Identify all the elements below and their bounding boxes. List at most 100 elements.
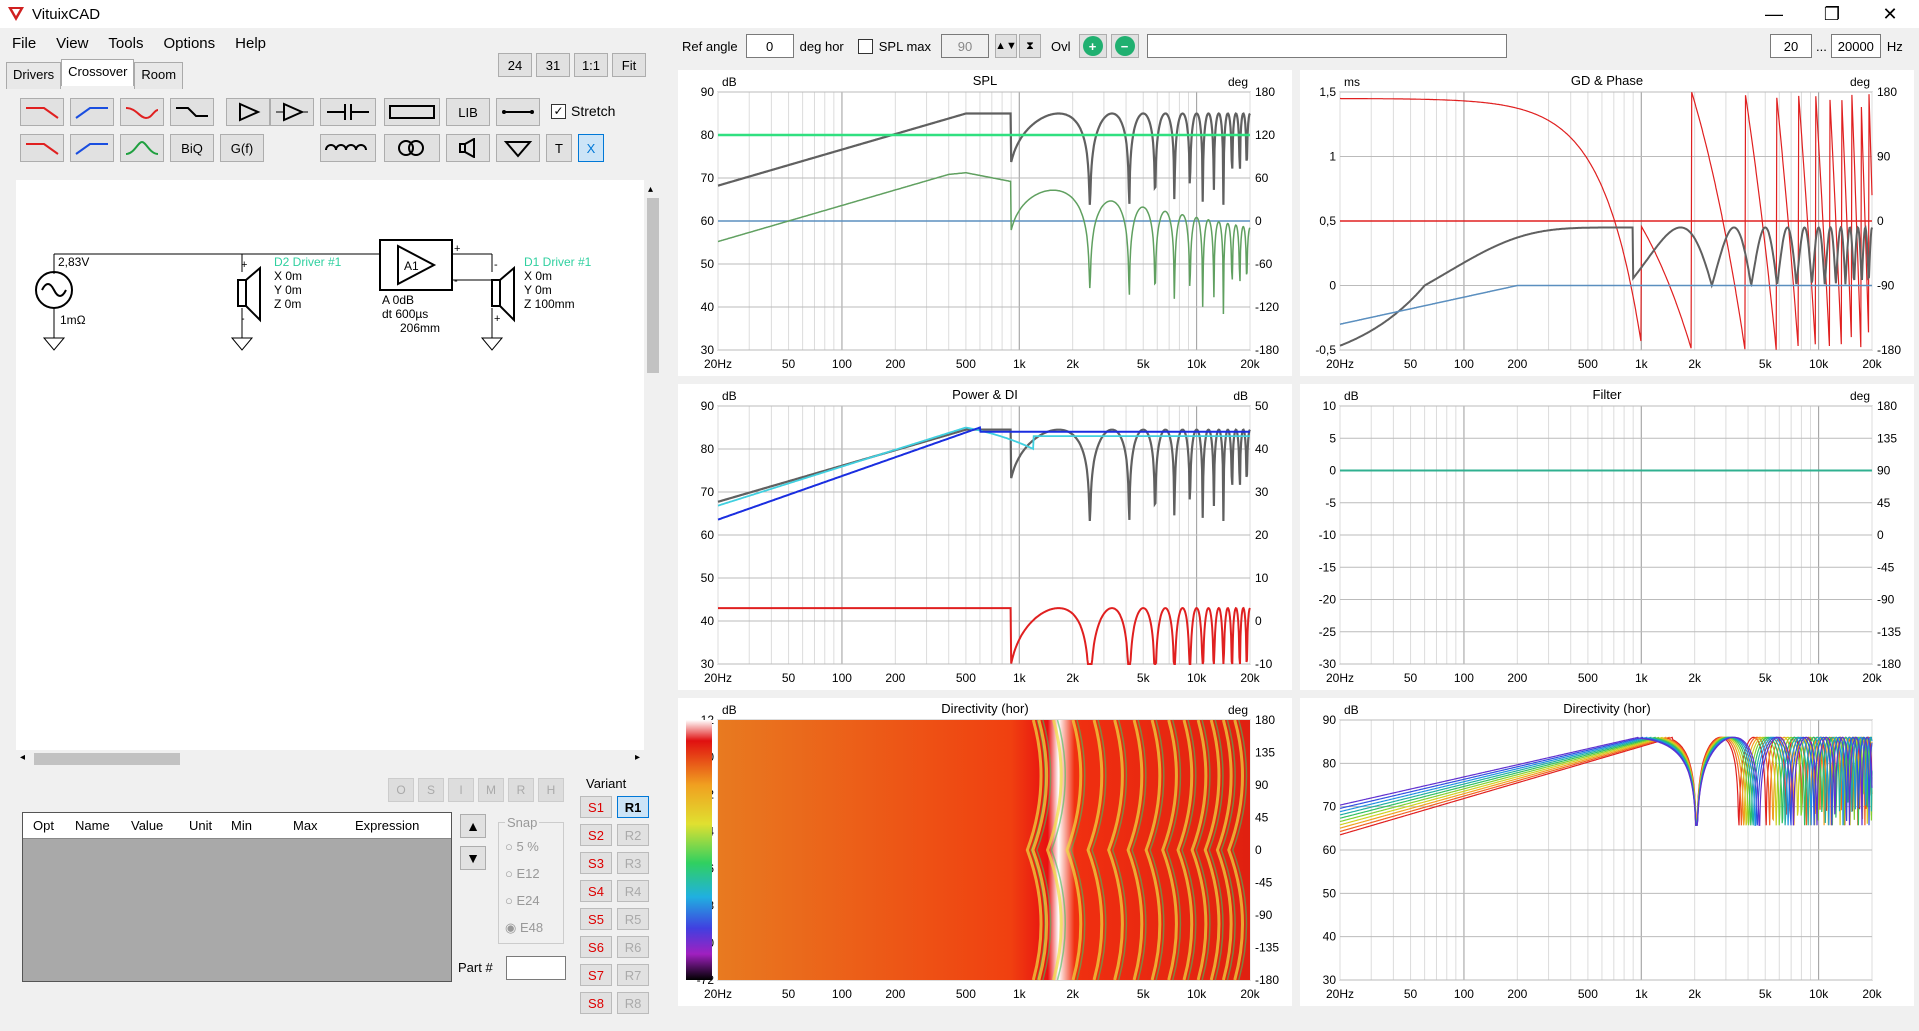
opt-s-button[interactable]: S	[418, 778, 444, 802]
variant-r3-button[interactable]: R3	[617, 852, 649, 874]
variant-s3-button[interactable]: S3	[580, 852, 612, 874]
overlay-add-button[interactable]: +	[1078, 34, 1107, 58]
x-tick-label: 500	[1578, 987, 1598, 1001]
variant-s4-button[interactable]: S4	[580, 880, 612, 902]
menu-options[interactable]: Options	[163, 34, 216, 52]
ground-tool-button[interactable]	[496, 134, 540, 162]
variant-r5-button[interactable]: R5	[617, 908, 649, 930]
amplifier-a1-icon[interactable]	[379, 239, 453, 291]
variant-r2-button[interactable]: R2	[617, 824, 649, 846]
move-down-button[interactable]: ▼	[460, 846, 486, 870]
lowpass2-tool-button[interactable]	[20, 134, 64, 162]
driver-tool-button[interactable]	[446, 134, 490, 162]
filter-chart[interactable]: Filter dB deg 10 5 0 -5 -10 -15 -20 -25 -30 180 135 90…	[1300, 384, 1914, 690]
directivity-map-chart[interactable]: Directivity (hor)dBdeg120-12-24-36-48-60…	[678, 698, 1292, 1006]
snap-e24-radio[interactable]: ○ E24	[505, 893, 540, 908]
scroll-up-icon[interactable]: ▴	[648, 184, 654, 195]
y2-tick-label: 90	[1877, 464, 1891, 478]
variant-s5-button[interactable]: S5	[580, 908, 612, 930]
delete-tool-button[interactable]: X	[578, 134, 604, 162]
opt-i-button[interactable]: I	[448, 778, 474, 802]
amplifier-tool-button[interactable]	[270, 98, 314, 126]
fmax-input[interactable]: 20000	[1830, 34, 1881, 58]
biquad-tool-button[interactable]: BiQ	[170, 134, 214, 162]
canvas-horizontal-scrollbar[interactable]: ◂ ▸	[16, 750, 644, 768]
driver-d1-icon[interactable]	[491, 265, 515, 323]
resistor-tool-button[interactable]	[384, 98, 440, 126]
stretch-checkbox[interactable]: ✓	[551, 103, 566, 119]
spl-max-checkbox[interactable]	[857, 38, 873, 54]
optimizer-table[interactable]: Opt Name Value Unit Min Max Expression	[22, 812, 452, 982]
variant-s1-button[interactable]: S1	[580, 796, 612, 818]
snap-e12-radio[interactable]: ○ E12	[505, 866, 540, 881]
part-input[interactable]	[506, 956, 566, 980]
scroll-left-icon[interactable]: ◂	[20, 752, 26, 763]
capacitor-tool-button[interactable]	[320, 98, 376, 126]
text-tool-button[interactable]: T	[546, 134, 572, 162]
wire-tool-button[interactable]	[496, 98, 540, 126]
power-di-chart[interactable]: Power & DI dB dB 90 80 70 60 50 40 30 50 40 30 20 10 0-…	[678, 384, 1292, 690]
fmin-input[interactable]: 20	[1770, 34, 1812, 58]
spl-fit-button[interactable]: ⧗	[1019, 34, 1042, 58]
inductor-tool-button[interactable]	[320, 134, 376, 162]
directivity-curves-chart[interactable]: Directivity (hor) dB 90 80 70 60 50 40 30 20Hz 50 1…	[1300, 698, 1914, 1006]
transformer-tool-button[interactable]	[384, 134, 440, 162]
menu-tools[interactable]: Tools	[108, 34, 144, 52]
spl-updown-button[interactable]: ▲▼	[995, 34, 1018, 58]
menu-help[interactable]: Help	[235, 34, 267, 52]
snap-e48-radio[interactable]: ◉ E48	[505, 920, 544, 935]
bandpass-tool-button[interactable]	[120, 134, 164, 162]
tab-crossover[interactable]: Crossover	[61, 59, 135, 86]
variant-r1-button[interactable]: R1	[617, 796, 649, 818]
d1-z: Z 100mm	[524, 297, 575, 311]
move-up-button[interactable]: ▲	[460, 814, 486, 838]
x-tick-label: 1k	[1013, 357, 1027, 371]
tab-room[interactable]: Room	[134, 62, 184, 89]
maximize-button[interactable]: ❐	[1823, 3, 1841, 24]
zoom-1to1-button[interactable]: 1:1	[574, 53, 608, 77]
highpass2-tool-button[interactable]	[70, 134, 114, 162]
variant-r8-button[interactable]: R8	[617, 992, 649, 1014]
minimize-button[interactable]: —	[1765, 3, 1783, 24]
scroll-right-icon[interactable]: ▸	[634, 752, 640, 763]
highpass-tool-button[interactable]	[70, 98, 114, 126]
zoom-fit-button[interactable]: Fit	[612, 53, 646, 77]
shelf-tool-button[interactable]	[170, 98, 214, 126]
spl-max-input[interactable]: 90	[941, 34, 990, 58]
notch-tool-button[interactable]	[120, 98, 164, 126]
opt-m-button[interactable]: M	[478, 778, 504, 802]
ref-angle-input[interactable]: 0	[745, 34, 794, 58]
variant-r6-button[interactable]: R6	[617, 936, 649, 958]
gd-phase-chart[interactable]: GD & Phase ms deg 1,5 1 0,5 0 -0,5 180 90 0 -90 -180…	[1300, 70, 1914, 376]
transfer-function-tool-button[interactable]: G(f)	[220, 134, 264, 162]
variant-r7-button[interactable]: R7	[617, 964, 649, 986]
driver-d2-icon[interactable]	[237, 265, 261, 323]
menu-view[interactable]: View	[56, 34, 89, 52]
canvas-vertical-scrollbar[interactable]: ▴	[644, 180, 662, 750]
variant-r4-button[interactable]: R4	[617, 880, 649, 902]
menu-file[interactable]: File	[12, 34, 37, 52]
zoom-24-button[interactable]: 24	[498, 53, 532, 77]
tab-drivers[interactable]: Drivers	[6, 62, 62, 89]
lib-tool-button[interactable]: LIB	[446, 98, 490, 126]
lowpass-tool-button[interactable]	[20, 98, 64, 126]
variant-s6-button[interactable]: S6	[580, 936, 612, 958]
variant-s2-button[interactable]: S2	[580, 824, 612, 846]
x-tick-label: 200	[1507, 357, 1527, 371]
variant-s7-button[interactable]: S7	[580, 964, 612, 986]
schematic-canvas[interactable]: 2,83V 1mΩ + - D2 Driver #1 X 0m Y 0m Z 0…	[16, 180, 644, 750]
snap-5pct-radio[interactable]: ○ 5 %	[505, 839, 539, 854]
opt-o-button[interactable]: O	[388, 778, 414, 802]
overlay-remove-button[interactable]: −	[1110, 34, 1139, 58]
y-tick-label: 1	[1329, 150, 1336, 164]
spl-chart[interactable]: SPL dB deg 90 80 70 60 50 40 30 180 120 60 0 -60 -120 -1…	[678, 70, 1292, 376]
y2-tick-label: 180	[1255, 85, 1275, 99]
close-button[interactable]: ✕	[1882, 3, 1898, 24]
buffer-tool-button[interactable]	[226, 98, 270, 126]
overlay-input[interactable]	[1146, 34, 1507, 58]
variant-s8-button[interactable]: S8	[580, 992, 612, 1014]
zoom-31-button[interactable]: 31	[536, 53, 570, 77]
opt-h-button[interactable]: H	[538, 778, 564, 802]
y2-tick-label: -45	[1255, 876, 1273, 890]
opt-r-button[interactable]: R	[508, 778, 534, 802]
